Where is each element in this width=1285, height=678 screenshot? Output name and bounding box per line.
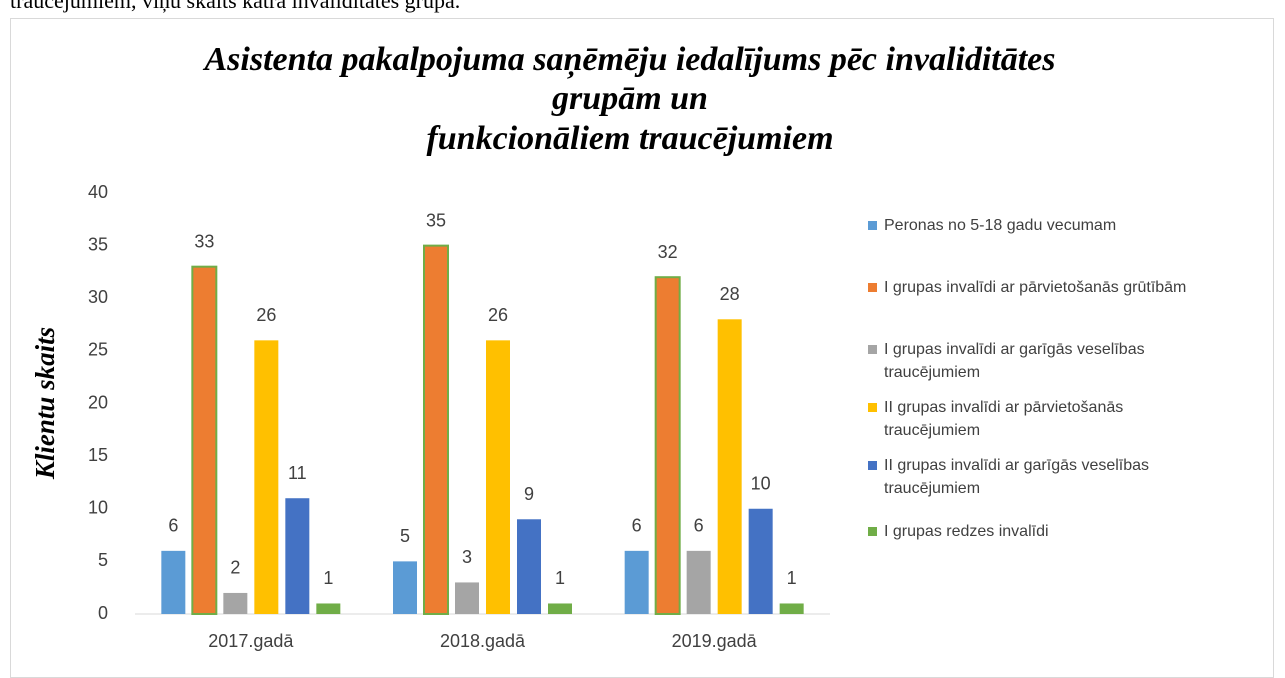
x-tick-label: 2018.gadā [440,631,526,651]
y-tick-label: 30 [88,287,108,307]
bar [285,498,310,614]
legend-item: I grupas invalīdi ar garīgās veselības t… [868,338,1213,384]
data-label: 6 [632,516,642,536]
bar [779,603,804,614]
y-axis-title: Klientu skaits [30,327,60,480]
data-label: 1 [555,568,565,588]
bar [686,550,711,614]
data-label: 33 [194,231,214,251]
y-tick-label: 20 [88,392,108,412]
data-label: 32 [658,242,678,262]
data-label: 1 [323,568,333,588]
data-label: 26 [488,305,508,325]
legend-item: I grupas invalīdi ar pārvietošanās grūtī… [868,276,1186,299]
y-tick-label: 35 [88,234,108,254]
data-label: 11 [288,463,307,483]
data-label: 6 [168,516,178,536]
legend-label: II grupas invalīdi ar garīgās veselības … [884,457,1150,497]
bar [548,603,572,614]
legend-label: Peronas no 5-18 gadu vecumam [884,217,1117,234]
data-label: 1 [787,568,797,588]
legend-label: I grupas invalīdi ar pārvietošanās grūtī… [884,279,1187,296]
legend-swatch [868,221,877,230]
y-tick-label: 40 [88,182,108,202]
data-label: 35 [426,210,446,230]
legend-item: II grupas invalīdi ar garīgās veselības … [868,454,1213,500]
x-tick-label: 2019.gadā [672,631,758,651]
bar [316,603,341,614]
bar [393,561,417,614]
data-label: 10 [751,474,771,494]
bar [423,244,449,615]
bar [455,582,479,614]
bar [517,519,541,614]
chart-title: funkcionāliem traucējumiem [426,120,833,157]
legend-label: II grupas invalīdi ar pārvietošanās trau… [884,399,1124,439]
chart-title: grupām un [551,80,708,117]
y-tick-label: 5 [98,550,108,570]
bar [254,340,279,614]
legend-item: I grupas redzes invalīdi [868,520,1049,543]
legend-swatch [868,283,877,292]
bar [717,319,742,614]
bar [161,550,186,614]
legend-swatch [868,403,877,412]
data-label: 2 [230,558,240,578]
y-tick-label: 25 [88,340,108,360]
y-tick-label: 15 [88,445,108,465]
bar [654,276,681,615]
bar [191,265,218,615]
document-text: traucējumiem, viņu skaits katrā invalidi… [10,0,461,13]
legend-swatch [868,461,877,470]
data-label: 3 [462,547,472,567]
data-label: 26 [256,305,276,325]
bar [486,340,510,614]
x-tick-label: 2017.gadā [208,631,294,651]
legend-swatch [868,527,877,536]
legend-label: I grupas redzes invalīdi [884,523,1049,540]
chart-title: Asistenta pakalpojuma saņēmēju iedalījum… [203,41,1056,79]
bar [624,550,649,614]
y-tick-label: 0 [98,603,108,623]
data-label: 9 [524,484,534,504]
bar [748,508,773,614]
legend-swatch [868,345,877,354]
data-label: 28 [720,284,740,304]
legend-label: I grupas invalīdi ar garīgās veselības t… [884,341,1145,381]
data-label: 6 [694,516,704,536]
legend-item: II grupas invalīdi ar pārvietošanās trau… [868,396,1213,442]
bar [223,592,248,614]
y-tick-label: 10 [88,498,108,518]
legend-item: Peronas no 5-18 gadu vecumam [868,214,1116,237]
data-label: 5 [400,526,410,546]
